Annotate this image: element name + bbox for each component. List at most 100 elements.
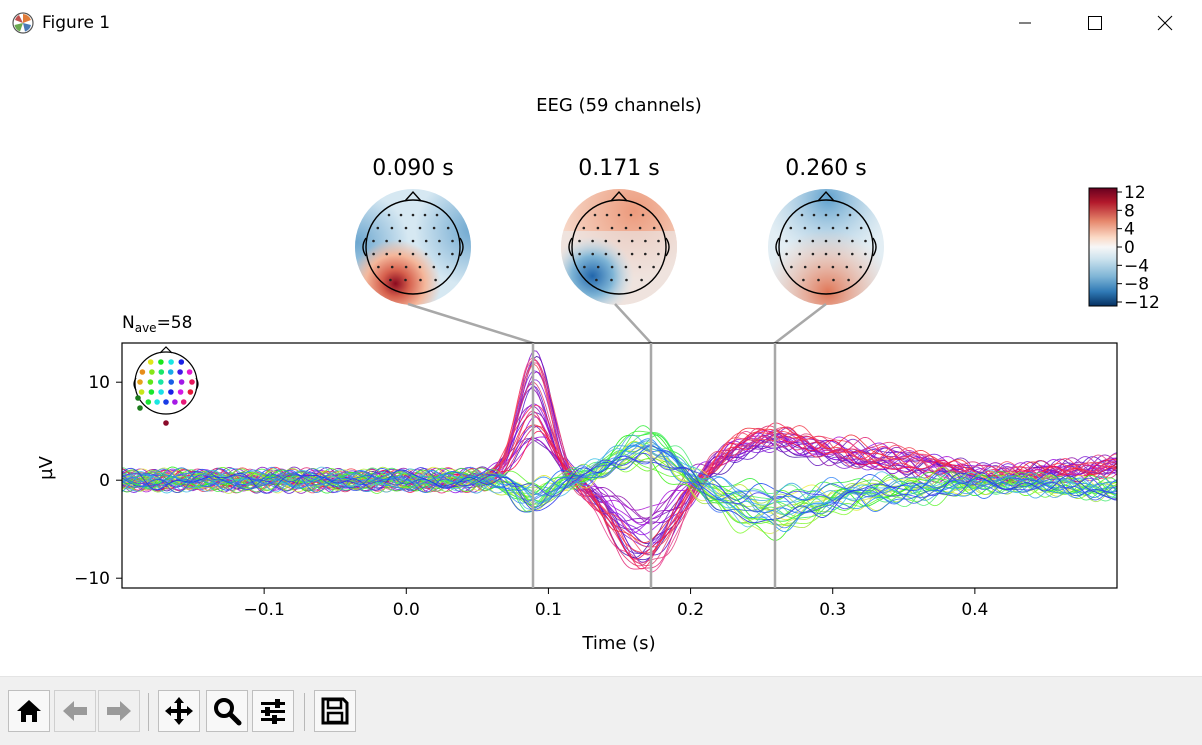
sensor-dot: [837, 239, 841, 243]
save-button[interactable]: [314, 690, 356, 732]
legend-sensor-dot: [149, 369, 155, 375]
sensor-dot: [604, 252, 608, 256]
channel-trace: [122, 444, 1117, 514]
sensor-dot: [617, 252, 621, 256]
legend-sensor-dot: [187, 389, 194, 395]
sensor-dot: [831, 226, 835, 230]
sensor-dot: [790, 265, 793, 269]
channel-trace: [122, 445, 1117, 501]
legend-sensor-dot: [163, 420, 169, 426]
sensor-dot: [845, 226, 849, 230]
sensor-dots-2: [578, 213, 660, 282]
sensor-dot: [435, 213, 439, 217]
colorbar-tick-label: 0: [1124, 238, 1135, 258]
legend-sensor-dot: [139, 369, 146, 375]
colorbar-tick-label: 8: [1124, 201, 1135, 221]
sensor-dot: [438, 252, 441, 256]
legend-sensor-dot: [163, 399, 169, 405]
butterfly-plot[interactable]: −0.1 0.0 0.1 0.2 0.3 0.4 −10 0 10: [74, 342, 1118, 620]
sensor-dot: [624, 226, 628, 230]
sensor-dot: [404, 226, 408, 230]
maximize-icon: [1088, 16, 1102, 30]
sensor-dot: [596, 265, 600, 269]
sensor-dot: [582, 226, 586, 230]
topomap-2[interactable]: [556, 186, 686, 311]
sensor-dot: [591, 252, 594, 256]
close-button[interactable]: [1130, 0, 1200, 46]
home-icon: [17, 700, 41, 722]
toolbar-separator: [148, 693, 149, 731]
sensor-dot: [424, 252, 428, 256]
sensor-dot: [644, 239, 647, 243]
sensor-dot: [851, 252, 854, 256]
sensor-dot: [640, 278, 643, 282]
sensor-dot: [411, 252, 415, 256]
configure-button[interactable]: [252, 690, 294, 732]
sensor-dot: [657, 252, 660, 256]
sensor-dot: [376, 226, 380, 230]
channel-trace: [122, 438, 1117, 533]
sensor-dot: [446, 226, 450, 230]
sensor-dot: [811, 239, 815, 243]
legend-sensor-dot: [147, 359, 154, 365]
sensor-dot: [617, 213, 621, 217]
colorbar-tick-label: −8: [1124, 275, 1149, 295]
floppy-icon: [321, 697, 349, 725]
sensor-dot: [629, 213, 633, 217]
legend-sensor-dot: [158, 389, 164, 395]
figure-canvas[interactable]: EEG (59 channels) 0.090 s 0.171 s 0.260 …: [0, 46, 1202, 676]
topomap-1[interactable]: [350, 186, 480, 311]
sensor-dot: [625, 278, 628, 282]
sensor-dot: [419, 278, 422, 282]
zoom-button[interactable]: [206, 690, 248, 732]
sensor-dot: [624, 265, 628, 269]
legend-sensor-dot: [158, 379, 164, 385]
channel-trace: [122, 455, 1117, 524]
maximize-button[interactable]: [1060, 0, 1130, 46]
legend-sensor-dot: [148, 389, 155, 395]
navigation-toolbar: [0, 676, 1202, 745]
sensor-dot: [817, 278, 820, 282]
back-button[interactable]: [54, 690, 96, 732]
channel-trace: [122, 431, 1117, 517]
sensor-dot: [372, 252, 375, 256]
x-tick-label: 0.2: [677, 600, 704, 620]
topomap-title-2: 0.171 s: [578, 156, 659, 181]
channel-trace: [122, 445, 1117, 521]
sensor-dot: [377, 265, 380, 269]
legend-sensor-dot: [158, 369, 165, 375]
legend-sensor-dot: [168, 389, 174, 395]
minimize-button[interactable]: [990, 0, 1060, 46]
sensor-dot: [803, 265, 807, 269]
sensor-dot: [638, 226, 642, 230]
sensor-dot: [851, 239, 854, 243]
legend-sensor-dot: [189, 379, 195, 385]
x-tick-label: 0.0: [393, 600, 420, 620]
forward-button[interactable]: [98, 690, 140, 732]
sensor-dot: [824, 213, 828, 217]
sensor-dot: [451, 239, 454, 243]
topomap-3[interactable]: [763, 186, 893, 311]
arrow-right-icon: [107, 701, 131, 721]
sensor-dot: [859, 265, 862, 269]
sensor-dot: [832, 278, 835, 282]
sensor-dot: [812, 213, 816, 217]
sensor-dot: [848, 213, 852, 217]
sensor-dot: [847, 278, 850, 282]
y-tick-label: 10: [88, 373, 110, 393]
legend-sensor-dot: [168, 359, 174, 365]
sensor-dot: [845, 265, 849, 269]
sensor-dot: [785, 252, 788, 256]
minimize-icon: [1019, 22, 1031, 24]
home-button[interactable]: [8, 690, 50, 732]
sensor-dot: [798, 239, 801, 243]
sensor-dot: [404, 278, 407, 282]
sensor-dot: [800, 213, 804, 217]
sensor-dot: [811, 252, 815, 256]
sensor-dot: [610, 265, 614, 269]
pan-button[interactable]: [158, 690, 200, 732]
nave-label: Nave=58: [122, 313, 192, 335]
colorbar-tick-label: 12: [1124, 183, 1146, 203]
sensor-dot: [411, 239, 415, 243]
sensor-dot: [418, 265, 422, 269]
